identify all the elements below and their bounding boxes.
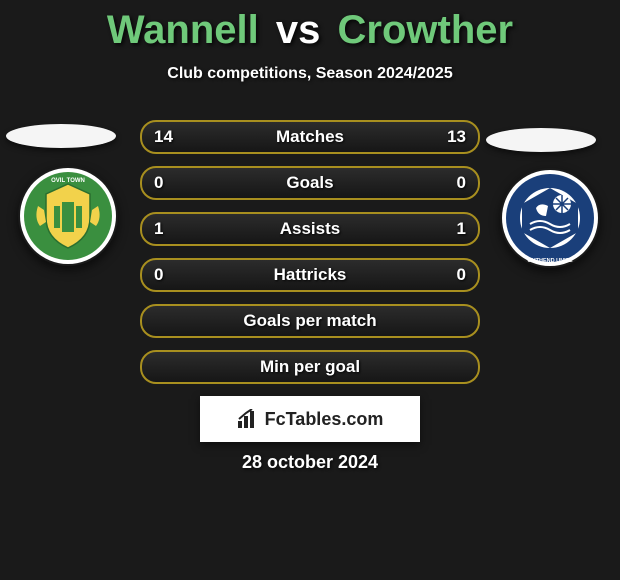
chart-icon	[237, 409, 259, 429]
left-halo	[6, 124, 116, 148]
stat-value-left: 0	[154, 173, 184, 193]
svg-text:OUTHEND UNITE: OUTHEND UNITE	[527, 258, 573, 264]
date-label: 28 october 2024	[0, 452, 620, 473]
stat-value-left: 14	[154, 127, 184, 147]
stat-value-left: 0	[154, 265, 184, 285]
stat-row: Min per goal	[140, 350, 480, 384]
stat-row: 0Hattricks0	[140, 258, 480, 292]
stats-panel: 14Matches130Goals01Assists10Hattricks0Go…	[140, 120, 480, 396]
stat-label: Min per goal	[154, 357, 466, 377]
stat-label: Matches	[184, 127, 436, 147]
left-team-badge: OVIL TOWN	[18, 166, 118, 266]
stat-value-right: 0	[436, 265, 466, 285]
stat-row: 14Matches13	[140, 120, 480, 154]
southend-badge-icon: OUTHEND UNITE	[500, 168, 600, 268]
stat-label: Goals per match	[154, 311, 466, 331]
title-vs: vs	[276, 8, 321, 52]
stat-label: Assists	[184, 219, 436, 239]
title-player1: Wannell	[107, 8, 259, 52]
page-title: Wannell vs Crowther	[0, 0, 620, 53]
stat-value-left: 1	[154, 219, 184, 239]
stat-value-right: 13	[436, 127, 466, 147]
right-team-badge: OUTHEND UNITE	[500, 168, 600, 268]
stat-value-right: 1	[436, 219, 466, 239]
right-halo	[486, 128, 596, 152]
svg-text:OVIL TOWN: OVIL TOWN	[51, 178, 85, 184]
subtitle: Club competitions, Season 2024/2025	[0, 65, 620, 83]
stat-label: Hattricks	[184, 265, 436, 285]
stat-row: 1Assists1	[140, 212, 480, 246]
stat-row: Goals per match	[140, 304, 480, 338]
title-player2: Crowther	[338, 8, 514, 52]
stat-label: Goals	[184, 173, 436, 193]
yeovil-badge-icon: OVIL TOWN	[18, 166, 118, 266]
attribution-box: FcTables.com	[200, 396, 420, 442]
stat-row: 0Goals0	[140, 166, 480, 200]
attribution-label: FcTables.com	[265, 409, 384, 430]
stat-value-right: 0	[436, 173, 466, 193]
